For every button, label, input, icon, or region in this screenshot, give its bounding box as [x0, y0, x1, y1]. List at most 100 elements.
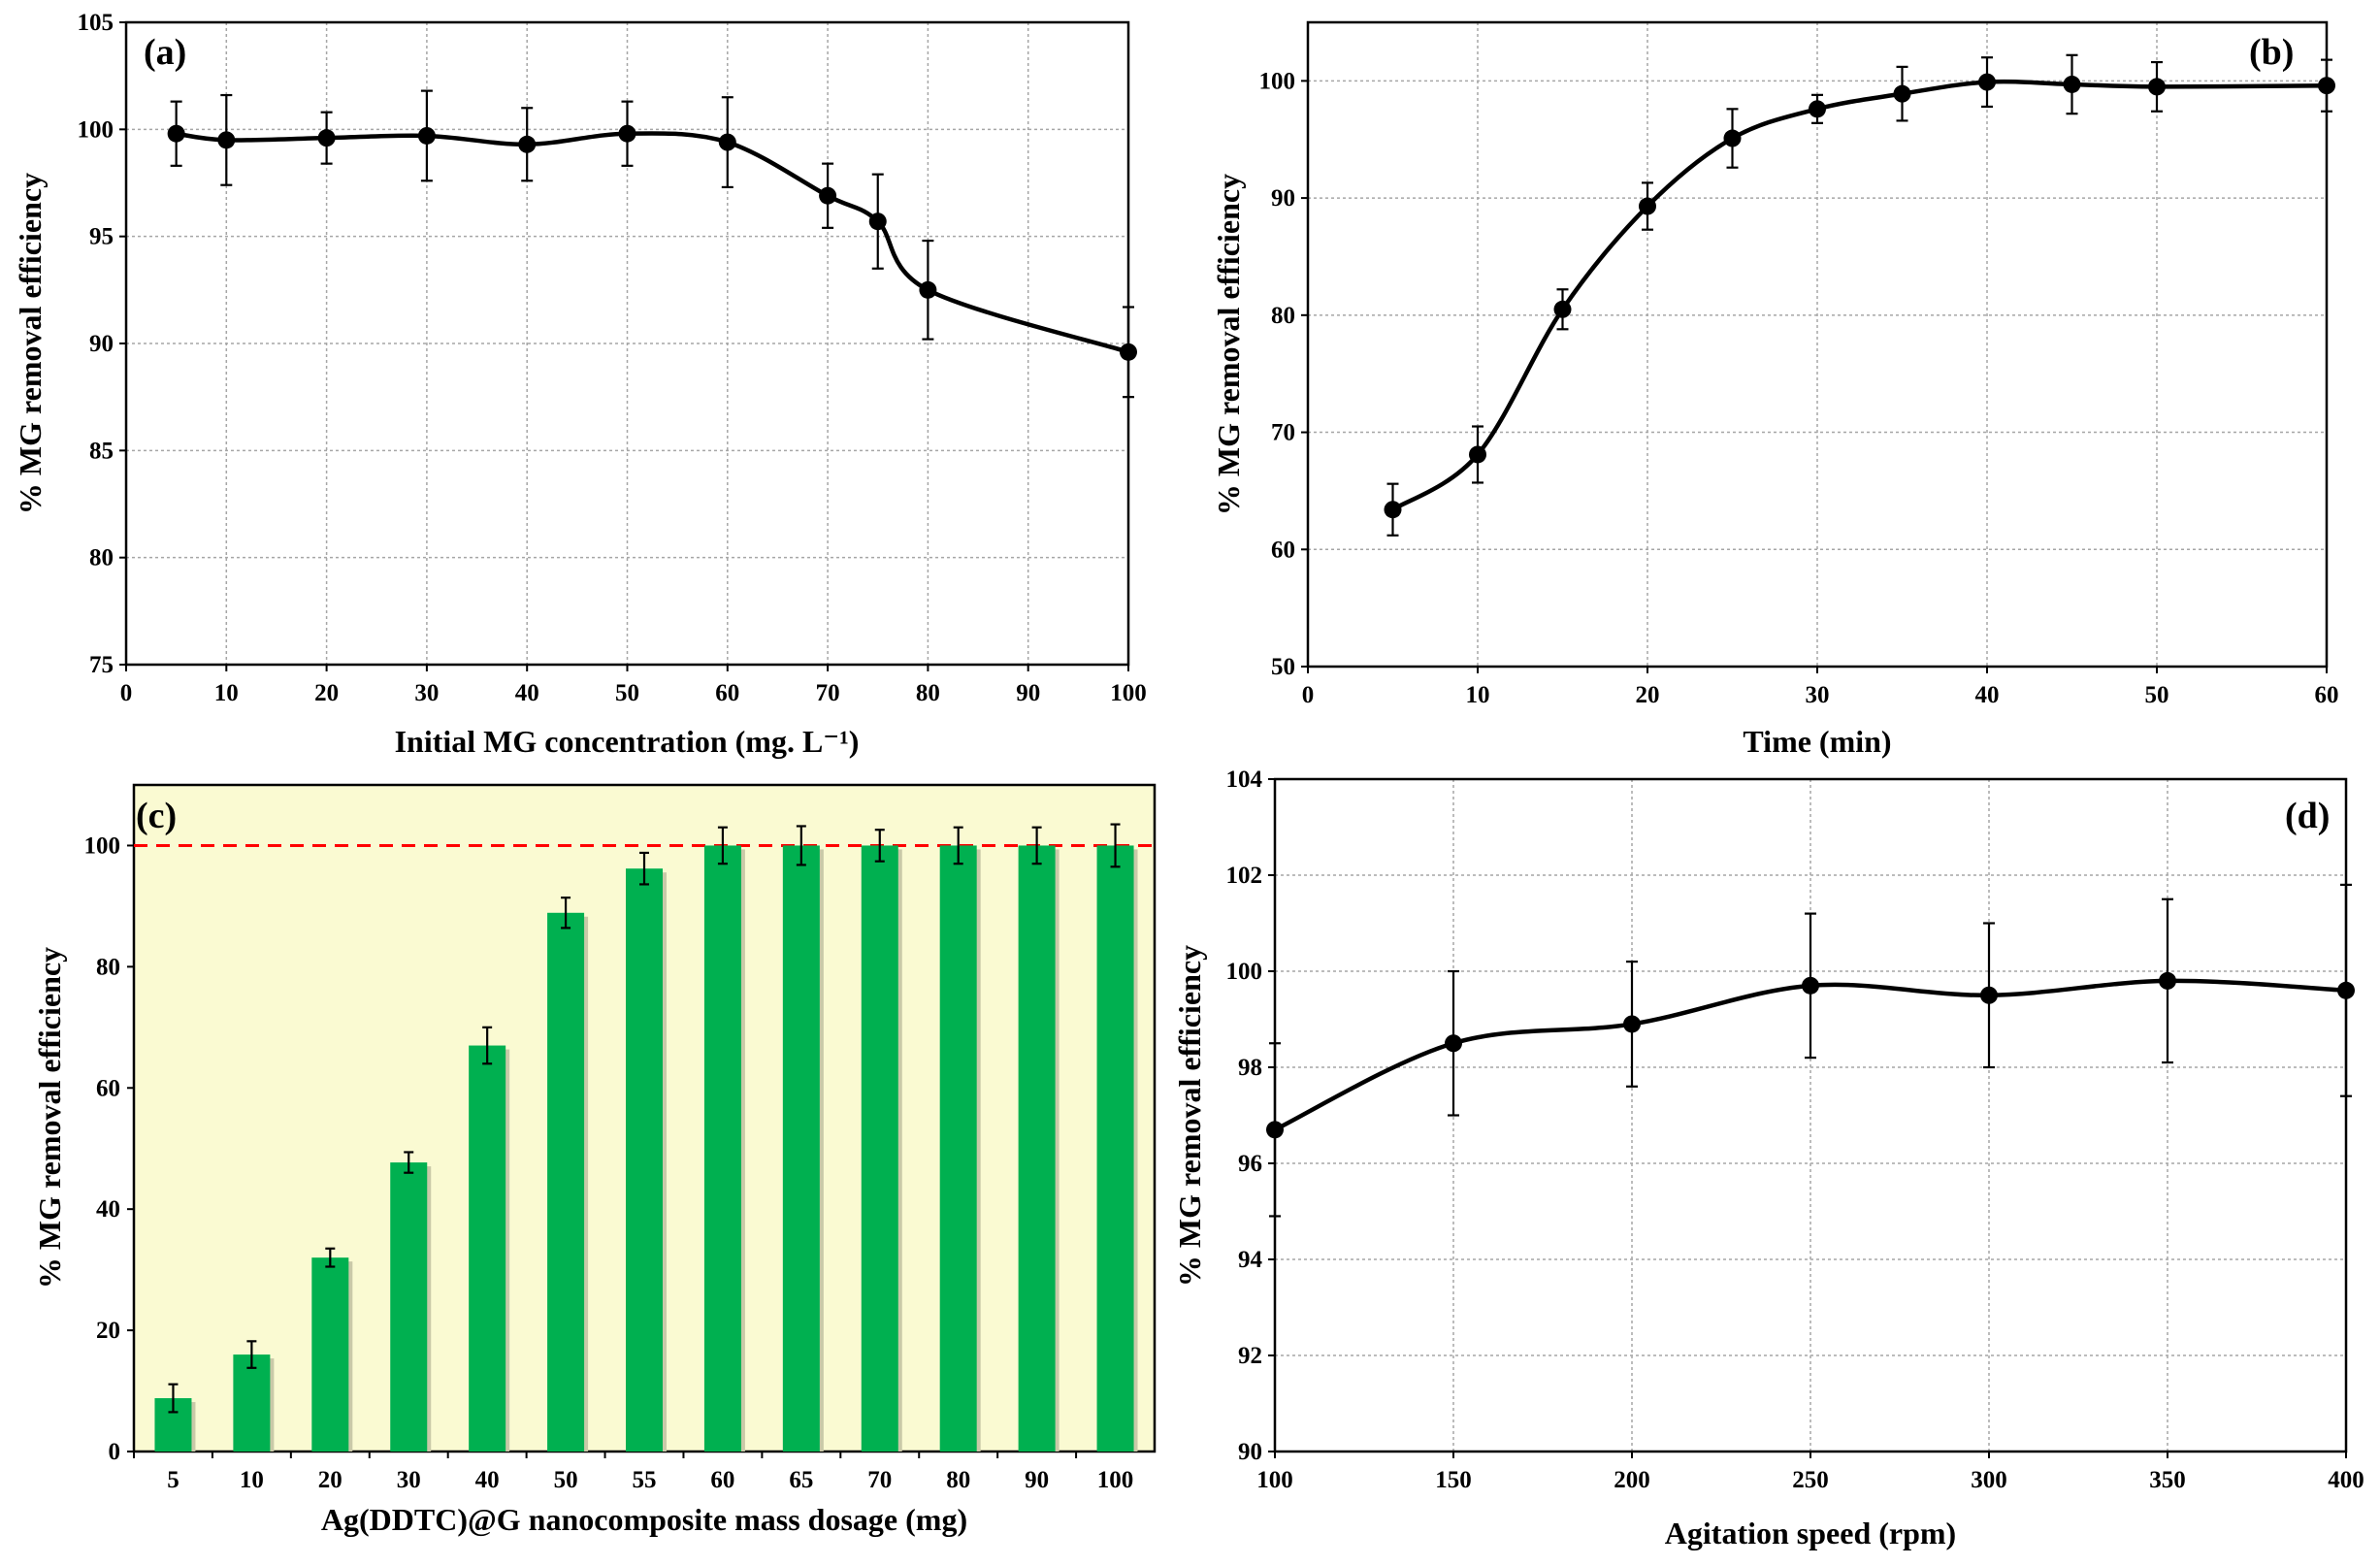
data-point	[1978, 73, 1996, 91]
data-point	[217, 131, 236, 149]
x-tick-label: 20	[318, 1467, 342, 1493]
x-tick-label: 30	[1806, 682, 1830, 708]
panel-d: 100 150 200 250 300 350 400 90 92 94 96 98 100 102 104…	[1172, 767, 2364, 1550]
y-tick-label: 80	[89, 545, 114, 571]
panel-label: (c)	[136, 796, 177, 836]
data-point	[2159, 971, 2176, 990]
y-tick-label: 80	[1271, 303, 1295, 329]
y-tick-label: 100	[84, 832, 121, 859]
x-tick-label: 20	[1636, 682, 1660, 708]
x-axis-label: Agitation speed (rpm)	[1665, 1516, 1956, 1550]
x-tick-label: 40	[515, 680, 539, 706]
x-tick-label: 90	[1025, 1467, 1049, 1493]
x-axis-label: Ag(DDTC)@G nanocomposite mass dosage (mg…	[321, 1502, 967, 1537]
y-axis-label: % MG removal efficiency	[1211, 174, 1246, 515]
data-point	[819, 186, 837, 205]
data-point	[1639, 197, 1656, 215]
data-point	[618, 124, 636, 143]
data-point	[2318, 77, 2335, 95]
data-point	[1809, 100, 1826, 118]
y-tick-label: 60	[1271, 537, 1295, 563]
x-tick-label: 200	[1614, 1467, 1650, 1493]
y-tick-label: 98	[1238, 1055, 1262, 1081]
x-tick-label: 20	[314, 680, 339, 706]
x-axis-label: Initial MG concentration (mg. L⁻¹)	[395, 724, 860, 759]
panel-b: 0 10 20 30 40 50 60 50 60 70 80 90 100 Time (min) % MG…	[1211, 20, 2339, 759]
x-tick-label: 300	[1971, 1467, 2007, 1493]
y-axis-label: % MG removal efficiency	[13, 173, 48, 514]
data-point	[1723, 129, 1742, 147]
data-point	[2148, 78, 2166, 96]
x-tick-label: 70	[816, 680, 840, 706]
panel-label: (a)	[144, 32, 186, 73]
x-tick-label: 90	[1016, 680, 1040, 706]
data-point	[868, 212, 887, 231]
y-axis-label: % MG removal efficiency	[32, 947, 67, 1289]
bar	[703, 845, 741, 1452]
x-tick-label: 400	[2328, 1467, 2364, 1493]
data-point	[1893, 84, 1911, 103]
x-tick-label: 0	[1302, 682, 1315, 708]
bar	[469, 1045, 506, 1452]
y-tick-label: 75	[89, 652, 114, 678]
data-point	[1120, 343, 1137, 361]
x-tick-label: 60	[715, 680, 739, 706]
y-tick-label: 20	[96, 1318, 120, 1344]
y-tick-label: 40	[96, 1196, 120, 1223]
data-point	[2063, 75, 2081, 93]
x-tick-label: 350	[2149, 1467, 2186, 1493]
x-tick-label: 5	[167, 1467, 179, 1493]
data-point	[167, 124, 185, 143]
y-tick-label: 70	[1271, 420, 1295, 446]
y-tick-label: 90	[1238, 1439, 1262, 1465]
y-tick-label: 50	[1271, 654, 1295, 680]
bar	[861, 845, 898, 1452]
x-tick-label: 50	[615, 680, 639, 706]
y-tick-label: 90	[1271, 185, 1295, 212]
x-tick-label: 150	[1435, 1467, 1472, 1493]
y-tick-label: 85	[89, 438, 114, 464]
x-tick-label: 40	[475, 1467, 500, 1493]
x-tick-label: 10	[240, 1467, 264, 1493]
y-tick-label: 95	[89, 224, 114, 250]
data-point	[1802, 976, 1819, 995]
y-axis-label: % MG removal efficiency	[1172, 945, 1207, 1287]
x-tick-label: 70	[867, 1467, 892, 1493]
x-tick-label: 60	[2315, 682, 2339, 708]
bar	[233, 1354, 271, 1452]
y-tick-label: 96	[1238, 1151, 1262, 1177]
x-tick-label: 250	[1792, 1467, 1829, 1493]
panel-a: 0 10 20 30 40 50 60 70 80 90 100 75 80 85 90 95 100 105 In…	[13, 10, 1147, 759]
x-tick-label: 80	[916, 680, 940, 706]
x-tick-label: 100	[1110, 680, 1147, 706]
y-tick-label: 94	[1238, 1247, 1263, 1273]
x-tick-label: 100	[1256, 1467, 1293, 1493]
panel-c: 5 10 20 30 40 50 55 60 65 70 80 90 100 0 20 40 60 80 100 Ag…	[32, 783, 1157, 1537]
x-tick-label: 60	[710, 1467, 734, 1493]
data-point	[919, 280, 937, 299]
bar	[626, 868, 663, 1452]
panel-label: (b)	[2249, 32, 2294, 73]
data-point	[317, 129, 336, 147]
data-point	[1445, 1034, 1462, 1053]
series-line	[1391, 79, 2328, 512]
x-tick-label: 50	[2145, 682, 2169, 708]
y-tick-label: 102	[1226, 863, 1263, 889]
y-tick-label: 90	[89, 331, 114, 357]
x-tick-label: 100	[1097, 1467, 1134, 1493]
data-point	[2337, 981, 2355, 999]
bar	[1096, 845, 1134, 1452]
x-tick-label: 10	[214, 680, 239, 706]
data-point	[417, 126, 436, 145]
y-tick-label: 104	[1226, 767, 1263, 793]
data-point	[518, 135, 537, 153]
data-point	[1384, 501, 1402, 519]
data-point	[718, 133, 736, 151]
data-point	[1980, 986, 1998, 1004]
bar	[311, 1257, 349, 1452]
y-tick-label: 100	[78, 116, 114, 143]
bar	[939, 845, 977, 1452]
data-point	[1623, 1015, 1641, 1033]
y-tick-label: 92	[1238, 1343, 1262, 1369]
x-tick-label: 40	[1975, 682, 2000, 708]
